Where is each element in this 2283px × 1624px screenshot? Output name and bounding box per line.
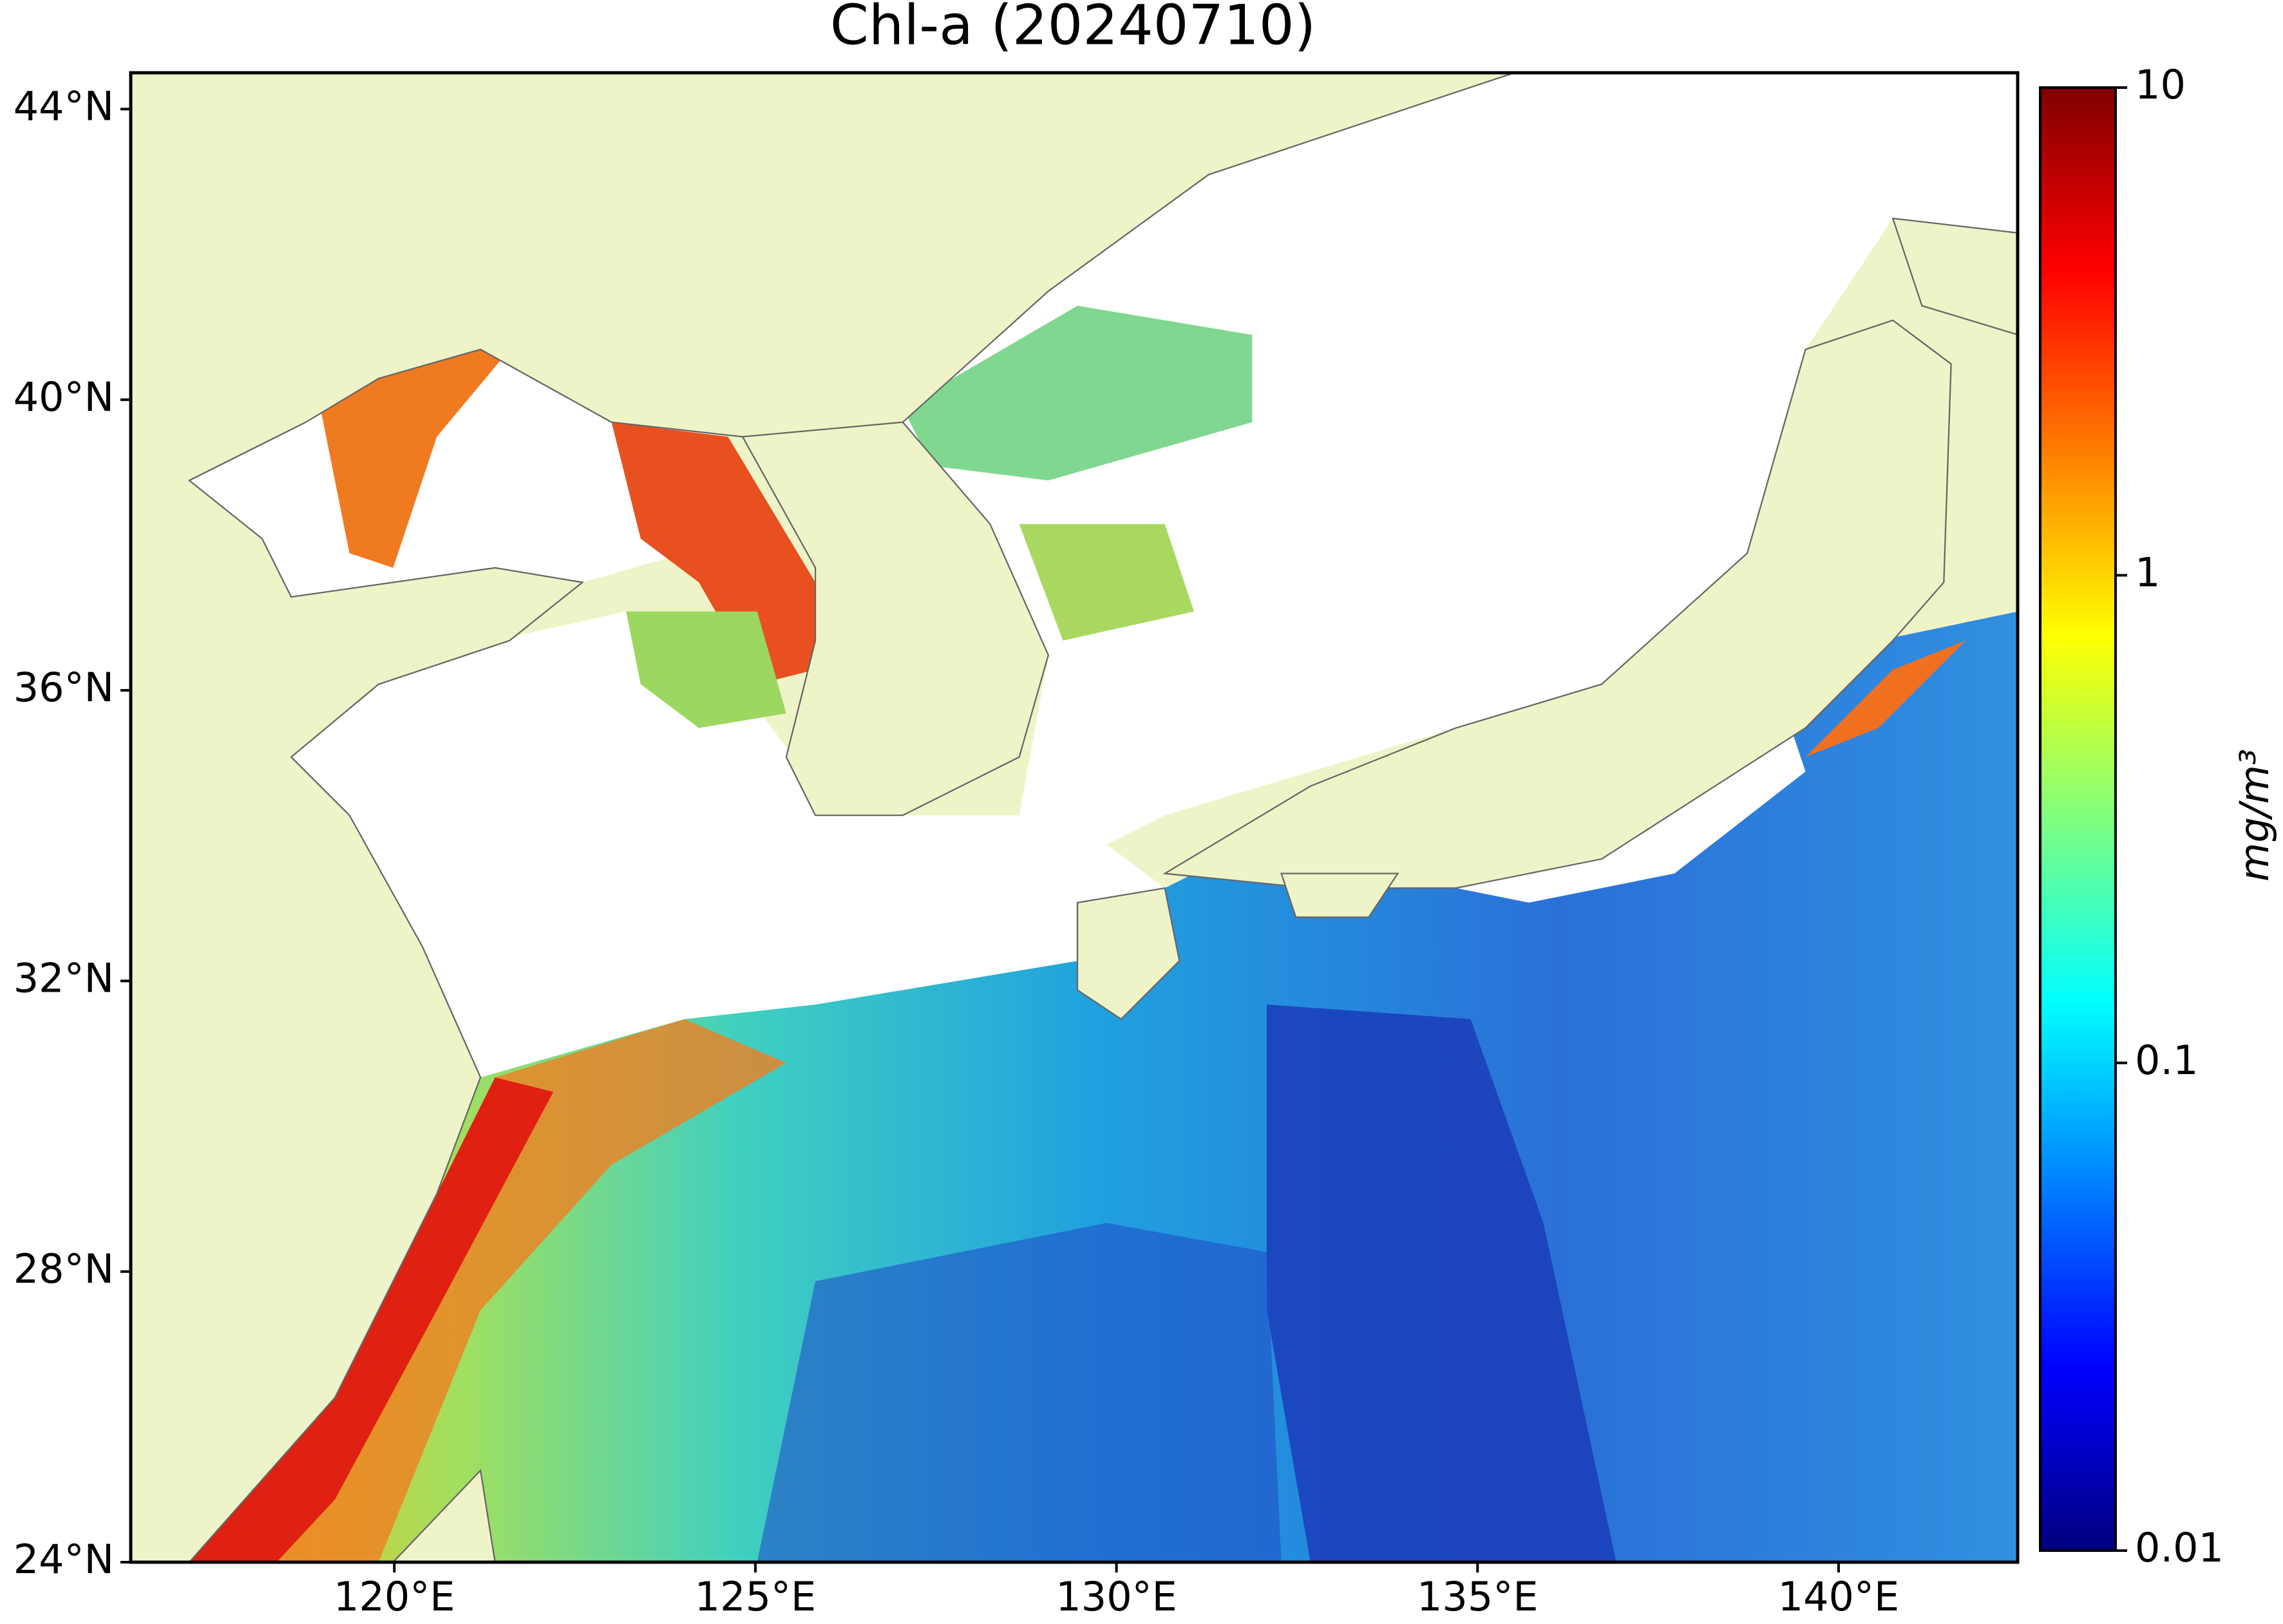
shikoku	[1280, 873, 1399, 918]
bohai-high-chl	[320, 349, 510, 568]
taiwan	[392, 1469, 496, 1562]
west-korea-chl	[611, 422, 816, 685]
low-chl-region	[757, 1223, 1282, 1562]
y-tick-label: 28°N	[14, 1245, 114, 1292]
colorbar-tick-label: 0.01	[2135, 1524, 2224, 1571]
colorbar-label: mg/m³	[2231, 749, 2278, 882]
colorbar-tick-label: 0.1	[2135, 1037, 2199, 1084]
y-tick-label: 40°N	[14, 373, 114, 420]
map-image	[131, 73, 2018, 1562]
x-tick-label: 125°E	[695, 1573, 817, 1620]
x-tick-label: 120°E	[334, 1573, 455, 1620]
coastal-high-chl	[1805, 640, 1966, 757]
x-tick-label: 140°E	[1778, 1573, 1900, 1620]
colorbar-tick-label: 1	[2135, 549, 2160, 596]
y-tick-label: 44°N	[14, 83, 114, 130]
north-china	[131, 73, 1515, 1562]
x-tick-label: 135°E	[1417, 1573, 1539, 1620]
x-tick-label: 130°E	[1056, 1573, 1177, 1620]
no-data	[902, 73, 2018, 845]
no-data	[291, 611, 1165, 1078]
honshu	[1162, 319, 1952, 889]
no-data	[189, 349, 728, 597]
colorbar	[2039, 86, 2117, 1552]
kyushu	[1076, 887, 1180, 1021]
y-tick-label: 24°N	[14, 1536, 114, 1583]
map-frame	[129, 71, 2020, 1564]
korea	[741, 421, 1050, 817]
west-korea-chl	[626, 611, 786, 728]
y-tick-label: 36°N	[14, 664, 114, 711]
chart-title: Chl-a (20240710)	[830, 0, 1316, 57]
colorbar-tick-label: 10	[2135, 61, 2186, 108]
low-chl-region	[1266, 1005, 1616, 1562]
japan-sea-chl	[902, 305, 1253, 481]
y-tick-label: 32°N	[14, 954, 114, 1001]
japan-sea-chl	[1019, 524, 1194, 641]
hokkaido	[1891, 217, 2018, 336]
